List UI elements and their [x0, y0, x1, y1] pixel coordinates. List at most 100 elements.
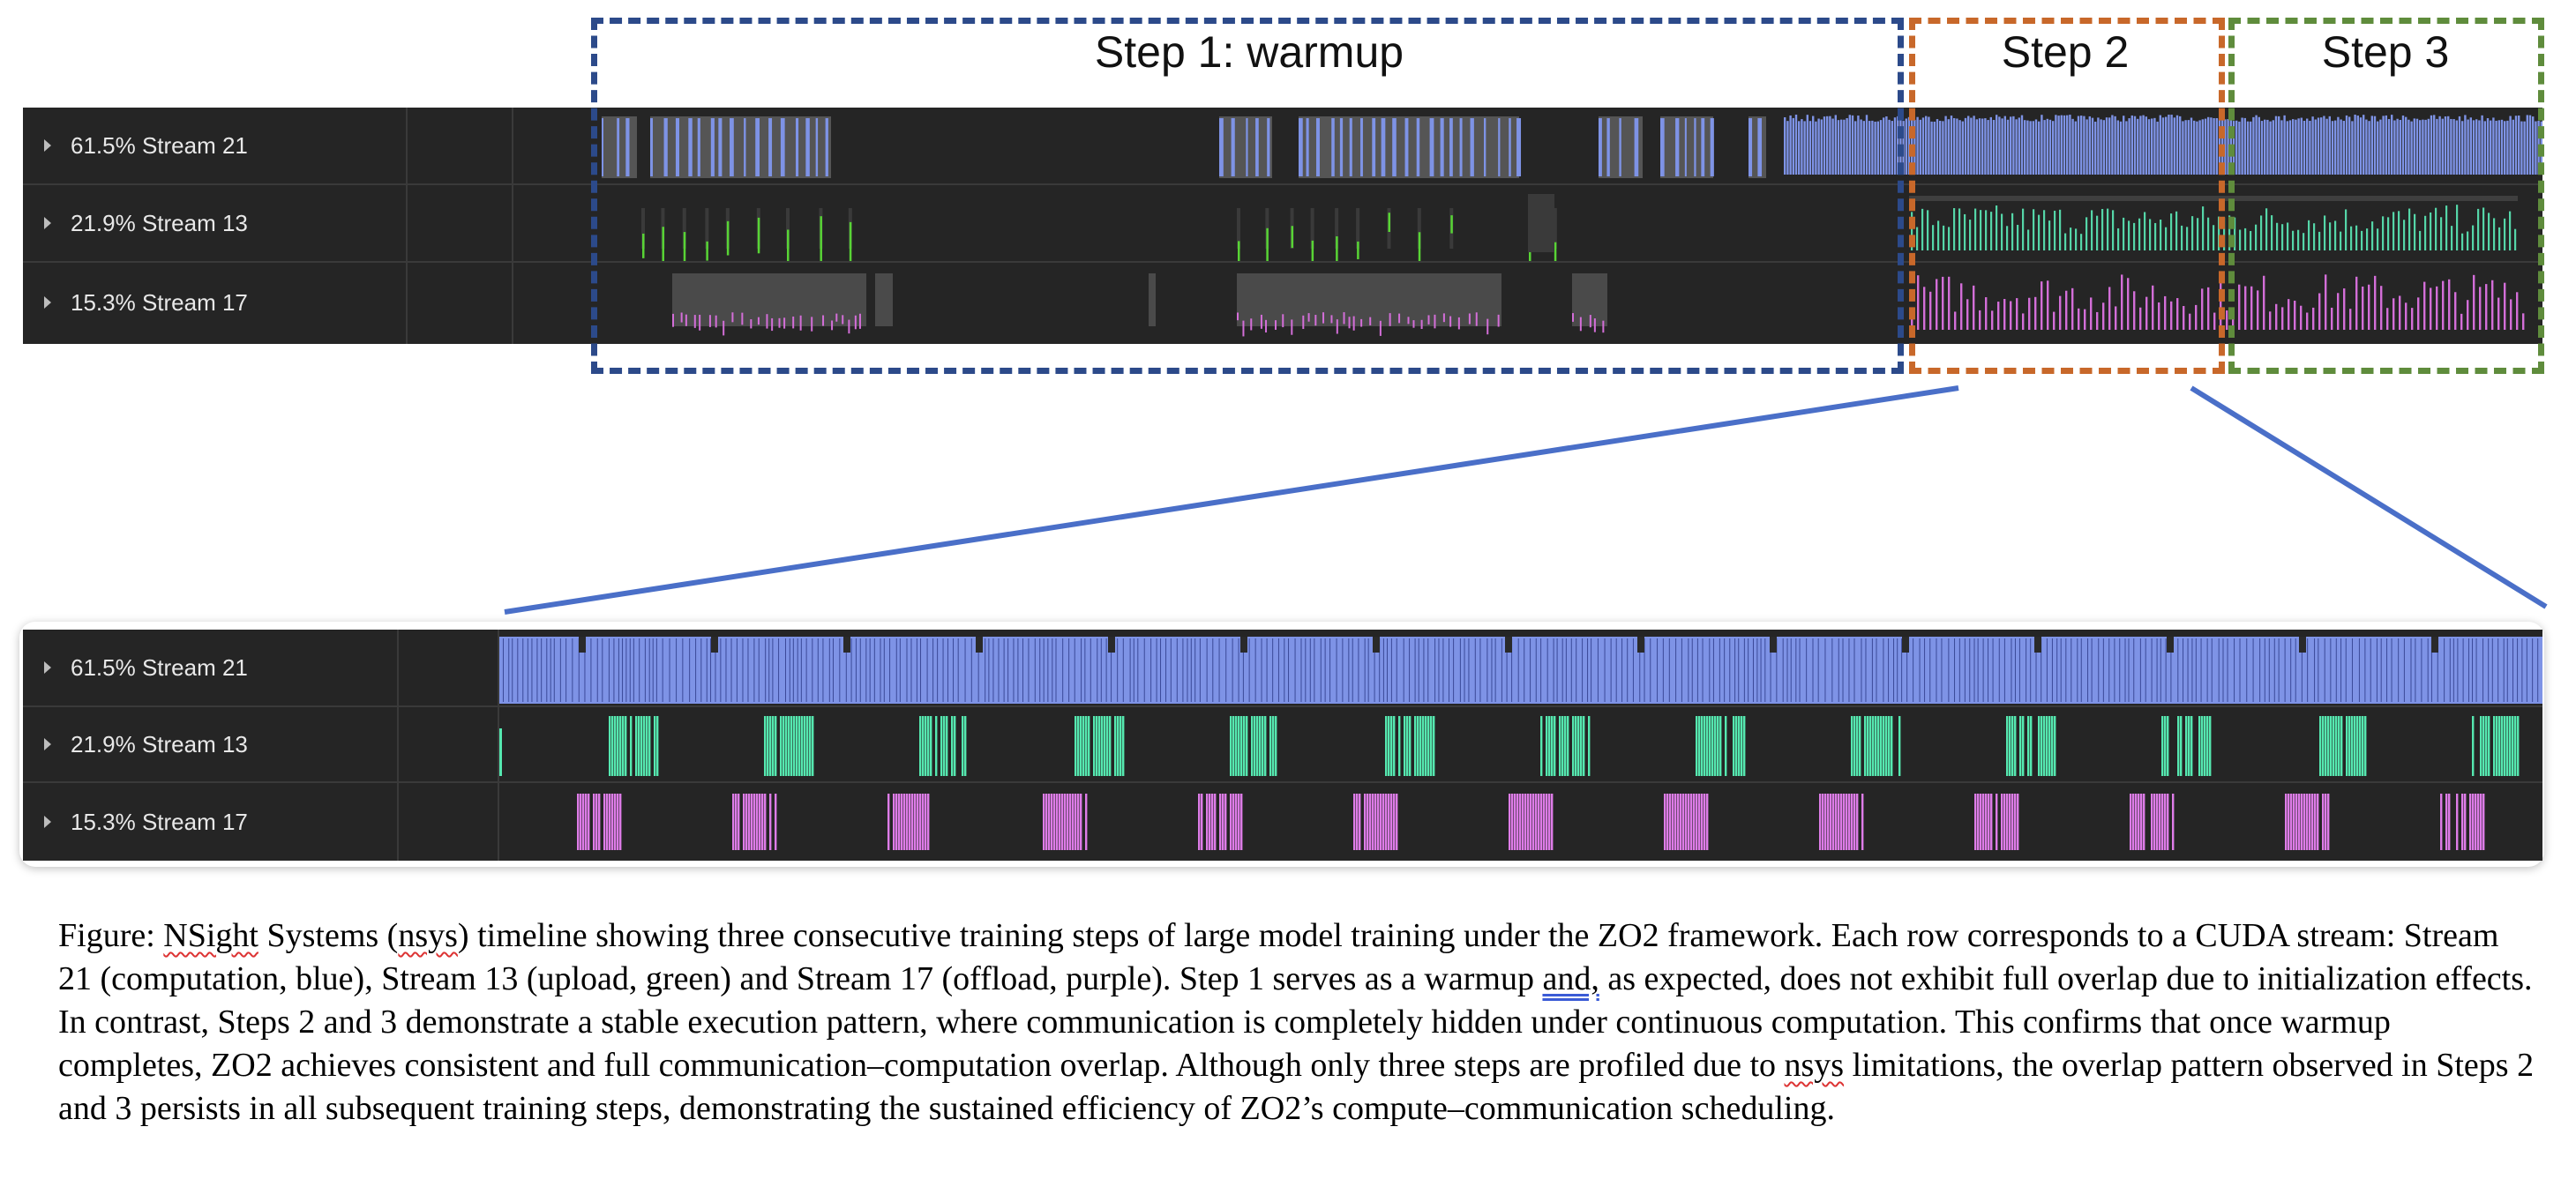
stream17-track[interactable] [602, 263, 2542, 342]
stream17-kernel [848, 319, 850, 334]
stream13-row[interactable]: 21.9% Stream 13 [23, 185, 2542, 263]
zoom-stream21-gap [1506, 638, 1508, 702]
zoom-stream13-kernel [1122, 716, 1125, 776]
zoom-stream17-kernel [2448, 794, 2451, 850]
zoom-stream17-track[interactable] [499, 783, 2542, 861]
stream21-kernel [2478, 120, 2481, 175]
zoom-stream21-gap [1795, 638, 1797, 702]
zoom-stream21-track[interactable] [499, 630, 2542, 705]
stream21-kernel [675, 118, 680, 176]
zoom-stream21-gap [1540, 638, 1542, 702]
stream21-kernel [2255, 115, 2258, 175]
stream21-kernel [2097, 117, 2100, 175]
zoom-stream17-row[interactable]: 15.3% Stream 17 [23, 783, 2542, 861]
stream13-kernel [2377, 228, 2379, 250]
zoom-stream13-kernel [1885, 716, 1888, 776]
stream21-kernel [795, 118, 799, 176]
zoom-stream13-kernel [1259, 716, 1262, 776]
zoom-stream21-gap [1764, 638, 1766, 702]
stream21-kernel [2156, 121, 2159, 175]
expand-arrow-icon[interactable] [44, 296, 51, 309]
stream21-kernel [2303, 120, 2306, 175]
zoom-stream13-track[interactable] [499, 707, 2542, 781]
stream17-kernel [811, 317, 813, 332]
zoom-stream13-kernel [2356, 716, 2359, 776]
stream21-kernel [2295, 119, 2297, 175]
zoom-stream17-kernel [2135, 794, 2138, 850]
zoom-stream21-gap [869, 638, 871, 702]
zoom-stream21-gap [1587, 638, 1589, 702]
zoom-stream17-kernel [1546, 794, 1548, 850]
stream17-kernel [693, 315, 696, 328]
stream21-kernel [1255, 118, 1259, 176]
stream21-kernel [2038, 121, 2041, 175]
zoom-stream21-gap [765, 638, 767, 702]
stream21-track[interactable] [602, 108, 2542, 183]
zoom-stream21-gap [1734, 638, 1736, 702]
zoom-stream17-kernel [1075, 794, 1077, 850]
zoom-stream17-kernel [1543, 794, 1546, 850]
stream13-track[interactable] [602, 185, 2542, 261]
zoom-stream21-gap [2234, 638, 2235, 702]
stream21-kernel [2159, 115, 2161, 175]
stream21-kernel [697, 118, 700, 176]
zoom-stream21-notch [843, 637, 850, 653]
zoom-stream21-gap [2488, 638, 2490, 702]
zoom-stream13-kernel [1888, 716, 1891, 776]
zoom-stream21-gap [1738, 638, 1740, 702]
stream21-kernel [2018, 117, 2020, 175]
zoom-stream21-gap [553, 638, 555, 702]
zoom-stream21-gap [2108, 638, 2110, 702]
stream13-kernel [2424, 215, 2427, 250]
stream17-kernel [1966, 299, 1969, 330]
zoom-stream21-gap [883, 638, 885, 702]
expand-arrow-icon[interactable] [44, 139, 51, 152]
expand-arrow-icon[interactable] [44, 661, 51, 674]
expand-arrow-icon[interactable] [44, 816, 51, 828]
stream17-kernel [2325, 274, 2327, 330]
zoom-stream21-gap [850, 638, 852, 702]
stream13-kernel [1974, 208, 1977, 250]
stream21-kernel [1416, 118, 1420, 176]
zoom-stream21-gap [1474, 638, 1476, 702]
zoom-stream21-gap [2187, 638, 2189, 702]
zoom-stream17-kernel [617, 794, 619, 850]
stream13-slot [705, 208, 709, 249]
expand-arrow-icon[interactable] [44, 738, 51, 750]
zoom-stream21-gap [926, 638, 928, 702]
stream21-row[interactable]: 61.5% Stream 21 [23, 108, 2542, 185]
stream21-kernel [2032, 121, 2034, 175]
stream21-kernel [1944, 116, 1947, 175]
stream17-row[interactable]: 15.3% Stream 17 [23, 263, 2542, 342]
zoom-stream17-kernel [769, 794, 772, 850]
stream17-kernel [2189, 313, 2191, 330]
stream17-kernel [1923, 287, 1926, 330]
stream21-kernel [2105, 117, 2108, 175]
stream13-kernel [1311, 240, 1314, 261]
zoom-stream21-gap [1390, 638, 1392, 702]
step2-label: Step 2 [2001, 27, 2130, 77]
stream21-kernel [2300, 117, 2303, 175]
stream13-kernel [2472, 225, 2475, 250]
zoom-stream17-kernel [922, 794, 925, 850]
zoom-stream21-gap [1300, 638, 1302, 702]
zoom-stream13-kernel [964, 716, 967, 776]
zoom-stream13-kernel [1417, 716, 1419, 776]
stream21-kernel [2094, 121, 2097, 175]
zoom-stream17-kernel [1551, 794, 1554, 850]
stream13-kernel [2017, 224, 2019, 250]
stream21-kernel [2041, 115, 2043, 175]
expand-arrow-icon[interactable] [44, 217, 51, 229]
zoom-stream13-row[interactable]: 21.9% Stream 13 [23, 707, 2542, 783]
zoom-stream21-row[interactable]: 61.5% Stream 21 [23, 630, 2542, 707]
zoom-stream21-gap [1367, 638, 1369, 702]
stream21-kernel [1956, 118, 1958, 175]
stream21-kernel [1757, 118, 1763, 176]
zoom-stream13-kernel [2330, 716, 2333, 776]
zoom-stream21-notch [2431, 637, 2438, 653]
zoom-stream21-gap [768, 638, 770, 702]
zoom-stream21-gap [1170, 638, 1172, 702]
zoom-stream21-gap [2222, 638, 2224, 702]
stream17-kernel [723, 320, 725, 336]
zoom-stream21-gap [1348, 638, 1350, 702]
